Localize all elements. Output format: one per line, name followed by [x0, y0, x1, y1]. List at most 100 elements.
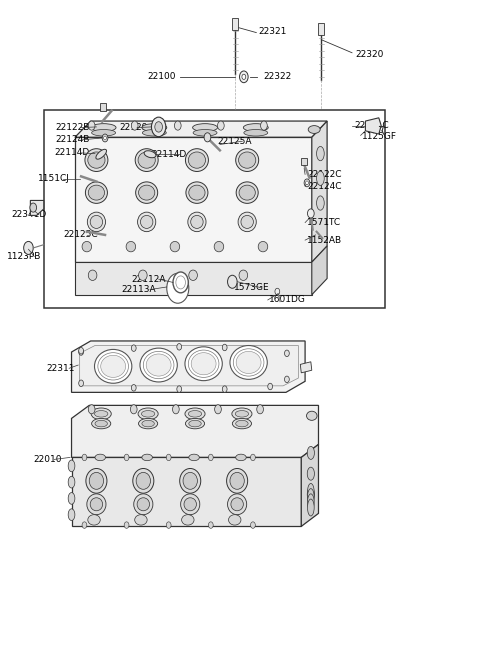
Ellipse shape: [142, 421, 155, 427]
Circle shape: [167, 273, 189, 303]
Ellipse shape: [307, 488, 314, 501]
Ellipse shape: [180, 469, 201, 493]
Circle shape: [285, 376, 289, 383]
Text: 22113A: 22113A: [121, 285, 156, 294]
Text: 22122C: 22122C: [307, 170, 341, 179]
Ellipse shape: [236, 351, 261, 374]
Circle shape: [268, 383, 273, 390]
Ellipse shape: [189, 454, 199, 461]
Circle shape: [217, 121, 224, 130]
Circle shape: [88, 405, 95, 414]
Ellipse shape: [235, 411, 249, 417]
Circle shape: [242, 74, 246, 80]
Circle shape: [261, 121, 267, 130]
Circle shape: [306, 181, 309, 185]
Text: 22320: 22320: [355, 50, 383, 59]
Circle shape: [275, 288, 280, 295]
Ellipse shape: [134, 494, 153, 514]
Ellipse shape: [232, 419, 252, 429]
Polygon shape: [75, 138, 312, 262]
Circle shape: [222, 386, 227, 393]
Ellipse shape: [142, 454, 153, 461]
Ellipse shape: [141, 215, 153, 228]
Ellipse shape: [233, 349, 264, 376]
Ellipse shape: [142, 124, 167, 132]
Circle shape: [176, 276, 185, 289]
Circle shape: [257, 405, 264, 414]
Ellipse shape: [180, 494, 200, 514]
Ellipse shape: [68, 492, 75, 504]
Polygon shape: [80, 346, 299, 386]
Ellipse shape: [236, 421, 248, 427]
Ellipse shape: [241, 215, 253, 228]
Circle shape: [251, 454, 255, 461]
Ellipse shape: [139, 419, 157, 429]
Ellipse shape: [308, 494, 314, 511]
Ellipse shape: [139, 270, 147, 280]
Ellipse shape: [189, 421, 201, 427]
Ellipse shape: [185, 347, 222, 381]
Ellipse shape: [236, 149, 259, 171]
Text: 22114D: 22114D: [152, 150, 187, 158]
Ellipse shape: [308, 126, 320, 134]
Polygon shape: [312, 246, 327, 295]
Ellipse shape: [138, 212, 156, 231]
Bar: [232, 18, 238, 30]
Text: 22321: 22321: [258, 27, 287, 36]
Ellipse shape: [243, 124, 268, 132]
Text: 22124C: 22124C: [307, 182, 341, 190]
Polygon shape: [30, 200, 44, 215]
Polygon shape: [72, 341, 305, 393]
Circle shape: [240, 71, 248, 83]
Ellipse shape: [307, 447, 314, 460]
Circle shape: [208, 454, 213, 461]
Circle shape: [88, 121, 95, 130]
Circle shape: [177, 386, 181, 393]
Ellipse shape: [188, 152, 205, 168]
Ellipse shape: [230, 346, 267, 379]
Bar: [44, 110, 384, 308]
Circle shape: [79, 349, 84, 355]
Text: 1601DG: 1601DG: [269, 295, 306, 304]
Ellipse shape: [87, 494, 106, 514]
Ellipse shape: [193, 130, 217, 136]
Ellipse shape: [186, 182, 208, 203]
Ellipse shape: [239, 152, 256, 168]
Polygon shape: [365, 118, 381, 134]
Text: 22322: 22322: [263, 72, 291, 82]
Ellipse shape: [136, 473, 151, 489]
Circle shape: [104, 136, 107, 140]
Text: 22341C: 22341C: [354, 121, 388, 130]
Ellipse shape: [90, 497, 103, 511]
Polygon shape: [300, 362, 312, 373]
Circle shape: [132, 121, 138, 130]
Bar: [319, 23, 324, 35]
Ellipse shape: [138, 408, 158, 420]
Ellipse shape: [185, 408, 205, 420]
Ellipse shape: [236, 454, 246, 461]
Ellipse shape: [185, 149, 208, 171]
Text: 22010: 22010: [33, 455, 62, 464]
Ellipse shape: [228, 494, 247, 514]
Ellipse shape: [88, 152, 105, 168]
Polygon shape: [72, 406, 319, 458]
Circle shape: [251, 522, 255, 528]
Ellipse shape: [232, 408, 252, 420]
Text: 22122B: 22122B: [56, 123, 90, 132]
Ellipse shape: [189, 270, 197, 280]
Polygon shape: [75, 121, 327, 138]
Ellipse shape: [307, 467, 314, 480]
Ellipse shape: [188, 212, 206, 231]
Circle shape: [131, 405, 137, 414]
Text: 22114D: 22114D: [54, 149, 90, 157]
Ellipse shape: [308, 483, 314, 500]
Ellipse shape: [95, 411, 108, 417]
Circle shape: [308, 209, 314, 218]
Ellipse shape: [82, 241, 92, 252]
Circle shape: [82, 522, 87, 528]
Text: 22124B: 22124B: [56, 136, 90, 145]
Ellipse shape: [317, 196, 324, 210]
Ellipse shape: [91, 408, 111, 420]
Ellipse shape: [188, 411, 202, 417]
Text: 1152AB: 1152AB: [307, 235, 342, 244]
